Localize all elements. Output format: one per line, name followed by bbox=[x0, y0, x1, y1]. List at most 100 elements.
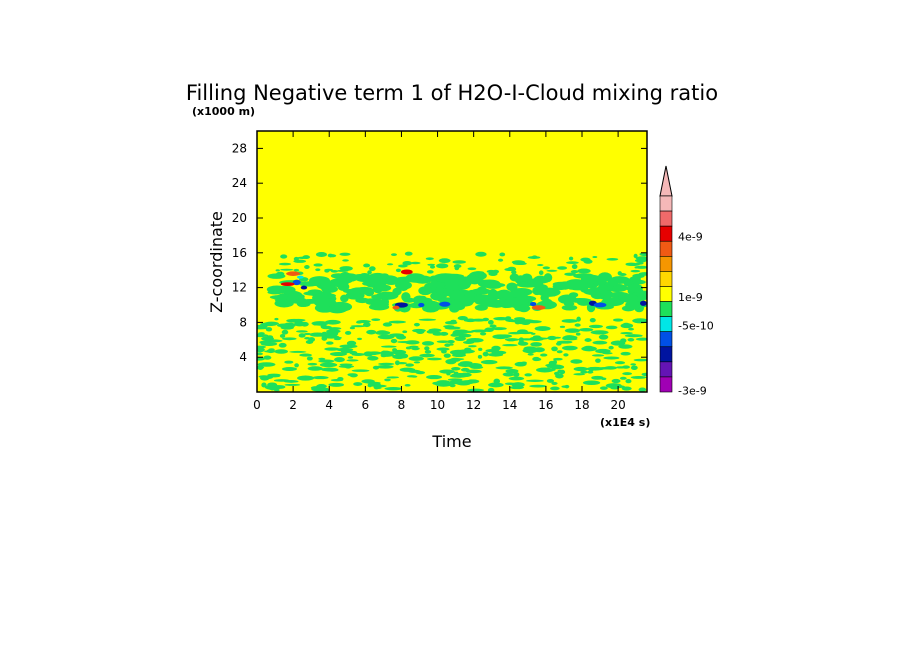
colorbar-label: -3e-9 bbox=[678, 384, 707, 397]
lower-patch bbox=[595, 348, 611, 354]
lower-patch bbox=[599, 386, 608, 390]
lower-patch bbox=[574, 323, 581, 327]
x-tick-label: 18 bbox=[574, 398, 589, 412]
upper-patch bbox=[557, 266, 568, 270]
cloud-layer-patch bbox=[561, 304, 578, 311]
lower-patch bbox=[384, 386, 403, 391]
lower-patch bbox=[614, 361, 626, 365]
x-axis: 0 2 4 6 8 10 12 14 16 18 20 bbox=[253, 131, 626, 412]
lower-patch bbox=[479, 332, 487, 336]
lower-patch bbox=[281, 337, 297, 341]
x-axis-label: Time bbox=[431, 432, 471, 451]
lower-patch bbox=[591, 354, 605, 357]
lower-patch bbox=[624, 334, 643, 338]
cloud-layer-patch bbox=[313, 297, 335, 308]
lower-patch bbox=[513, 372, 520, 377]
anomaly-spot bbox=[439, 301, 451, 307]
lower-patch bbox=[630, 363, 637, 366]
lower-patch bbox=[488, 382, 504, 388]
lower-patch bbox=[346, 340, 357, 346]
anomaly-spot bbox=[392, 305, 400, 310]
lower-patch bbox=[489, 324, 497, 328]
lower-patch bbox=[432, 331, 443, 336]
x-tick-label: 4 bbox=[325, 398, 333, 412]
anomaly-spot bbox=[593, 302, 607, 308]
lower-patch bbox=[470, 329, 489, 333]
lower-patch bbox=[279, 333, 286, 338]
upper-patch bbox=[275, 269, 280, 272]
y-axis-label: Z-coordinate bbox=[207, 211, 226, 313]
cloud-layer-patch bbox=[366, 278, 388, 286]
lower-patch bbox=[363, 322, 371, 328]
lower-patch bbox=[432, 381, 443, 385]
lower-patch bbox=[334, 357, 345, 363]
lower-patch bbox=[328, 382, 345, 387]
upper-patch bbox=[330, 269, 339, 273]
upper-patch bbox=[398, 264, 408, 268]
lower-patch bbox=[638, 387, 647, 392]
upper-patch bbox=[583, 259, 593, 264]
x-tick-label: 10 bbox=[430, 398, 445, 412]
lower-patch bbox=[548, 360, 556, 366]
cloud-layer-patch bbox=[468, 276, 481, 285]
lower-patch bbox=[573, 366, 589, 372]
upper-patch bbox=[280, 268, 294, 271]
cloud-layer-patch bbox=[340, 294, 349, 303]
lower-patch bbox=[550, 386, 560, 391]
cloud-layer-patch bbox=[564, 279, 588, 289]
lower-patch bbox=[367, 356, 379, 361]
lower-patch bbox=[424, 349, 432, 354]
lower-patch bbox=[411, 375, 418, 378]
lower-patch bbox=[536, 367, 554, 373]
cloud-layer-patch bbox=[298, 281, 319, 287]
lower-patch bbox=[502, 372, 515, 377]
lower-patch bbox=[416, 329, 425, 335]
lower-patch bbox=[452, 353, 467, 358]
lower-patch bbox=[592, 340, 608, 345]
lower-patch bbox=[274, 385, 286, 389]
lower-patch bbox=[267, 382, 278, 387]
upper-patch bbox=[363, 263, 371, 268]
lower-patch bbox=[529, 384, 547, 388]
upper-patch bbox=[488, 271, 498, 276]
colorbar-segment bbox=[659, 316, 673, 332]
lower-patch bbox=[467, 388, 485, 392]
lower-patch bbox=[493, 378, 501, 384]
x-tick-label: 12 bbox=[466, 398, 481, 412]
upper-patch bbox=[339, 252, 351, 256]
lower-patch bbox=[400, 353, 409, 359]
cloud-layer-patch bbox=[412, 275, 433, 284]
lower-patch bbox=[392, 333, 398, 337]
lower-patch bbox=[281, 366, 298, 371]
lower-patch bbox=[605, 383, 622, 389]
lower-patch bbox=[628, 327, 634, 331]
upper-patch bbox=[546, 269, 558, 272]
lower-patch bbox=[411, 346, 420, 351]
upper-patch bbox=[438, 258, 451, 264]
lower-patch bbox=[570, 359, 583, 364]
upper-patch bbox=[436, 263, 449, 269]
cloud-layer-patch bbox=[414, 297, 432, 302]
lower-patch bbox=[449, 383, 456, 388]
x-tick-label: 2 bbox=[289, 398, 297, 412]
colorbar-segment bbox=[659, 195, 673, 212]
lower-patch bbox=[546, 378, 555, 383]
lower-patch bbox=[518, 319, 536, 324]
lower-patch bbox=[485, 349, 500, 353]
y-tick-label: 16 bbox=[232, 246, 247, 260]
lower-patch bbox=[554, 371, 560, 376]
lower-patch bbox=[418, 318, 437, 321]
lower-patch bbox=[588, 324, 603, 329]
upper-patch bbox=[617, 271, 622, 276]
upper-patch bbox=[453, 264, 462, 269]
lower-patch bbox=[457, 315, 468, 321]
lower-patch bbox=[625, 378, 632, 384]
upper-patch bbox=[313, 263, 323, 267]
lower-patch bbox=[408, 356, 424, 361]
y-tick-label: 4 bbox=[239, 350, 247, 364]
cloud-layer-patch bbox=[315, 292, 337, 299]
colorbar-segment bbox=[659, 210, 673, 227]
lower-patch bbox=[505, 316, 512, 320]
lower-patch bbox=[561, 319, 578, 323]
lower-patch bbox=[312, 321, 318, 326]
